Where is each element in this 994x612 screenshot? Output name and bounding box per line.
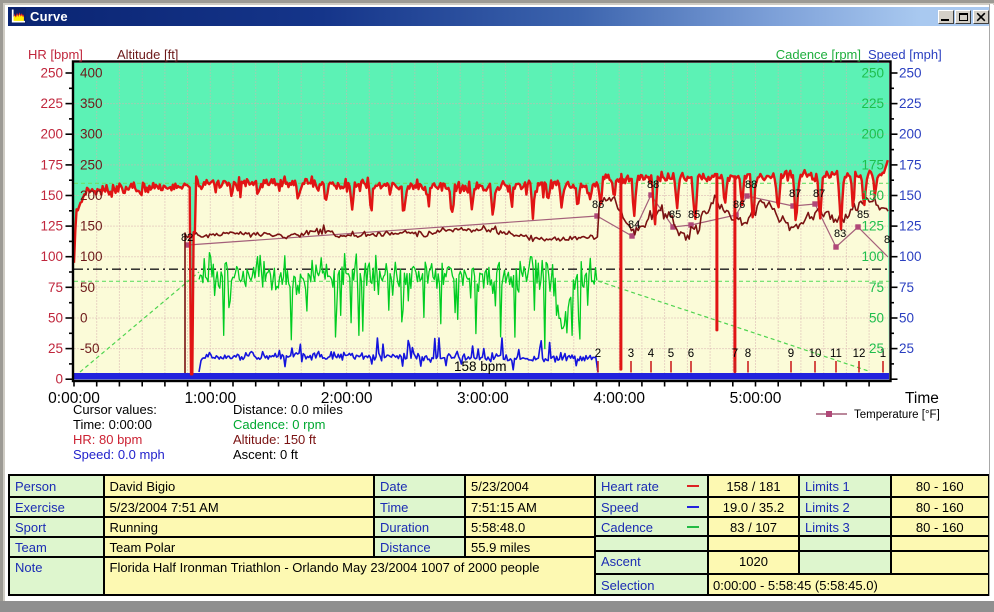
svg-text:87: 87 — [789, 188, 801, 200]
svg-text:175: 175 — [861, 157, 884, 172]
svg-text:200: 200 — [861, 127, 884, 142]
svg-text:3:00:00: 3:00:00 — [457, 390, 509, 407]
svg-text:87: 87 — [813, 188, 825, 200]
svg-text:88: 88 — [647, 179, 659, 191]
svg-text:125: 125 — [861, 219, 884, 234]
svg-text:82: 82 — [181, 232, 193, 244]
svg-text:400: 400 — [80, 66, 103, 81]
svg-text:2:00:00: 2:00:00 — [321, 390, 373, 407]
svg-text:8: 8 — [745, 348, 751, 360]
svg-text:85: 85 — [669, 209, 681, 221]
svg-text:175: 175 — [40, 157, 63, 172]
svg-text:75: 75 — [869, 280, 884, 295]
svg-text:250: 250 — [80, 157, 103, 172]
svg-text:11: 11 — [830, 348, 842, 360]
svg-text:0: 0 — [55, 372, 63, 387]
svg-text:12: 12 — [853, 348, 866, 360]
svg-text:150: 150 — [80, 219, 103, 234]
svg-text:4:00:00: 4:00:00 — [593, 390, 645, 407]
svg-text:250: 250 — [861, 66, 884, 81]
svg-text:5: 5 — [668, 348, 674, 360]
svg-text:Cadence [rpm]: Cadence [rpm] — [776, 47, 861, 62]
svg-text:Altitude: 150 ft: Altitude: 150 ft — [233, 432, 316, 447]
svg-text:Cursor values:: Cursor values: — [73, 402, 157, 417]
svg-text:6: 6 — [688, 348, 694, 360]
svg-text:75: 75 — [899, 280, 914, 295]
svg-text:1:00:00: 1:00:00 — [184, 390, 236, 407]
svg-text:3: 3 — [628, 348, 634, 360]
svg-text:100: 100 — [80, 249, 103, 264]
svg-text:125: 125 — [40, 219, 63, 234]
svg-text:100: 100 — [899, 249, 922, 264]
svg-text:9: 9 — [788, 348, 794, 360]
svg-text:HR [bpm]: HR [bpm] — [28, 47, 83, 62]
svg-text:7: 7 — [732, 348, 738, 360]
svg-text:125: 125 — [899, 219, 922, 234]
svg-text:0:00:00: 0:00:00 — [48, 390, 100, 407]
svg-text:0: 0 — [80, 311, 88, 326]
svg-text:75: 75 — [48, 280, 63, 295]
svg-text:-50: -50 — [80, 341, 100, 356]
svg-text:86: 86 — [592, 199, 604, 211]
svg-text:88: 88 — [745, 179, 757, 191]
svg-text:150: 150 — [899, 188, 922, 203]
svg-text:50: 50 — [899, 311, 914, 326]
svg-text:200: 200 — [899, 127, 922, 142]
svg-text:50: 50 — [869, 311, 884, 326]
svg-text:350: 350 — [80, 96, 103, 111]
svg-text:85: 85 — [688, 209, 700, 221]
svg-text:Speed [mph]: Speed [mph] — [868, 47, 942, 62]
svg-text:5:00:00: 5:00:00 — [730, 390, 782, 407]
svg-text:250: 250 — [899, 66, 922, 81]
svg-text:225: 225 — [861, 96, 884, 111]
svg-text:25: 25 — [869, 341, 884, 356]
svg-text:Altitude [ft]: Altitude [ft] — [117, 47, 178, 62]
svg-text:100: 100 — [40, 249, 63, 264]
svg-text:Time: Time — [905, 390, 939, 407]
svg-text:158 bpm: 158 bpm — [454, 359, 507, 374]
svg-text:250: 250 — [40, 66, 63, 81]
svg-text:Distance: 0.0 miles: Distance: 0.0 miles — [233, 402, 343, 417]
svg-text:175: 175 — [899, 157, 922, 172]
svg-text:Time: 0:00:00: Time: 0:00:00 — [73, 417, 152, 432]
svg-text:100: 100 — [861, 249, 884, 264]
svg-text:Ascent: 0 ft: Ascent: 0 ft — [233, 447, 298, 462]
svg-text:150: 150 — [40, 188, 63, 203]
svg-text:225: 225 — [899, 96, 922, 111]
svg-text:84: 84 — [628, 219, 640, 231]
svg-text:8: 8 — [884, 234, 890, 246]
svg-text:200: 200 — [40, 127, 63, 142]
svg-text:HR: 80 bpm: HR: 80 bpm — [73, 432, 142, 447]
svg-text:10: 10 — [809, 348, 822, 360]
svg-text:4: 4 — [648, 348, 655, 360]
svg-text:86: 86 — [733, 199, 745, 211]
svg-text:Temperature [°F]: Temperature [°F] — [854, 409, 940, 421]
svg-text:150: 150 — [861, 188, 884, 203]
svg-text:300: 300 — [80, 127, 103, 142]
svg-text:50: 50 — [48, 311, 63, 326]
svg-text:83: 83 — [834, 228, 846, 240]
svg-text:Cadence: 0 rpm: Cadence: 0 rpm — [233, 417, 326, 432]
svg-text:1: 1 — [880, 348, 886, 360]
svg-text:50: 50 — [80, 280, 95, 295]
svg-text:85: 85 — [857, 209, 869, 221]
svg-text:225: 225 — [40, 96, 63, 111]
svg-text:Speed: 0.0 mph: Speed: 0.0 mph — [73, 447, 165, 462]
svg-text:200: 200 — [80, 188, 103, 203]
svg-text:2: 2 — [595, 348, 601, 360]
svg-text:25: 25 — [48, 341, 63, 356]
svg-text:25: 25 — [899, 341, 914, 356]
